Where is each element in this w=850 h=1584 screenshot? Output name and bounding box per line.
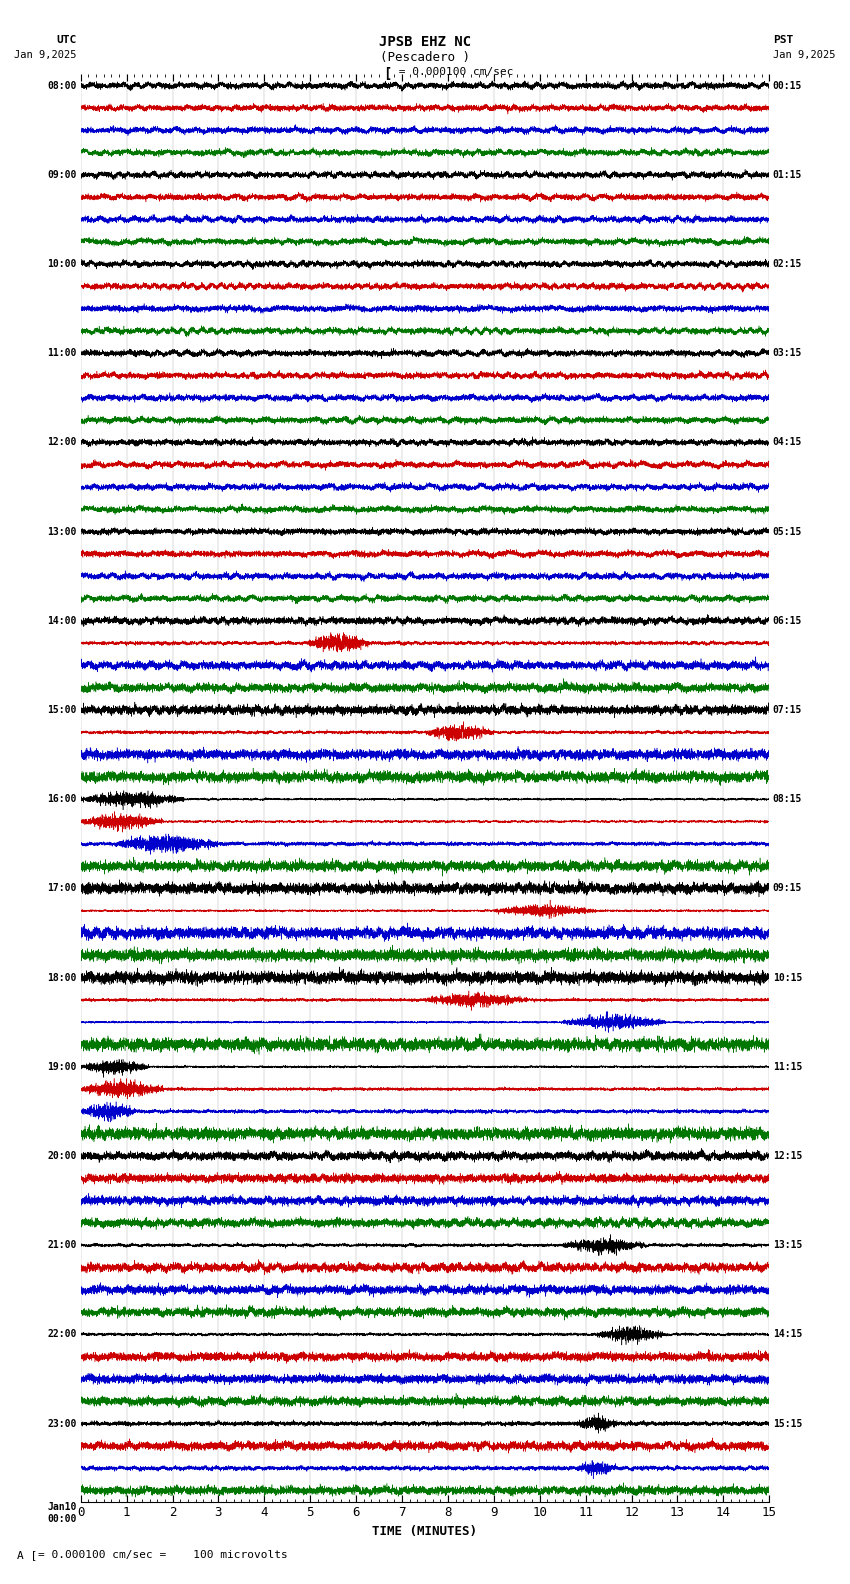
Text: A [: A [ xyxy=(17,1551,37,1560)
Text: 10:15: 10:15 xyxy=(773,973,802,982)
Text: 12:15: 12:15 xyxy=(773,1152,802,1161)
Text: 18:00: 18:00 xyxy=(47,973,76,982)
Text: UTC: UTC xyxy=(56,35,76,44)
Text: 12:00: 12:00 xyxy=(47,437,76,447)
Text: 07:15: 07:15 xyxy=(773,705,802,714)
Text: 15:15: 15:15 xyxy=(773,1419,802,1429)
Text: 06:15: 06:15 xyxy=(773,616,802,626)
Text: 21:00: 21:00 xyxy=(47,1240,76,1250)
Text: 15:00: 15:00 xyxy=(47,705,76,714)
Text: 11:15: 11:15 xyxy=(773,1061,802,1072)
Text: Jan 9,2025: Jan 9,2025 xyxy=(14,51,76,60)
Text: 23:00: 23:00 xyxy=(47,1419,76,1429)
Text: = 0.000100 cm/sec: = 0.000100 cm/sec xyxy=(392,67,513,76)
Text: [: [ xyxy=(382,67,391,81)
Text: 04:15: 04:15 xyxy=(773,437,802,447)
X-axis label: TIME (MINUTES): TIME (MINUTES) xyxy=(372,1525,478,1538)
Text: JPSB EHZ NC: JPSB EHZ NC xyxy=(379,35,471,49)
Text: 02:15: 02:15 xyxy=(773,260,802,269)
Text: 16:00: 16:00 xyxy=(47,794,76,805)
Text: 13:15: 13:15 xyxy=(773,1240,802,1250)
Text: 14:00: 14:00 xyxy=(47,616,76,626)
Text: 08:00: 08:00 xyxy=(47,81,76,90)
Text: 22:00: 22:00 xyxy=(47,1329,76,1340)
Text: 19:00: 19:00 xyxy=(47,1061,76,1072)
Text: 08:15: 08:15 xyxy=(773,794,802,805)
Text: 13:00: 13:00 xyxy=(47,526,76,537)
Text: 14:15: 14:15 xyxy=(773,1329,802,1340)
Text: 00:15: 00:15 xyxy=(773,81,802,90)
Text: 09:15: 09:15 xyxy=(773,884,802,893)
Text: 20:00: 20:00 xyxy=(47,1152,76,1161)
Text: 10:00: 10:00 xyxy=(47,260,76,269)
Text: 09:00: 09:00 xyxy=(47,169,76,181)
Text: 01:15: 01:15 xyxy=(773,169,802,181)
Text: 11:00: 11:00 xyxy=(47,348,76,358)
Text: Jan10
00:00: Jan10 00:00 xyxy=(47,1502,76,1524)
Text: 17:00: 17:00 xyxy=(47,884,76,893)
Text: Jan 9,2025: Jan 9,2025 xyxy=(773,51,836,60)
Text: (Pescadero ): (Pescadero ) xyxy=(380,51,470,63)
Text: 03:15: 03:15 xyxy=(773,348,802,358)
Text: PST: PST xyxy=(773,35,793,44)
Text: = 0.000100 cm/sec =    100 microvolts: = 0.000100 cm/sec = 100 microvolts xyxy=(38,1551,288,1560)
Text: 05:15: 05:15 xyxy=(773,526,802,537)
